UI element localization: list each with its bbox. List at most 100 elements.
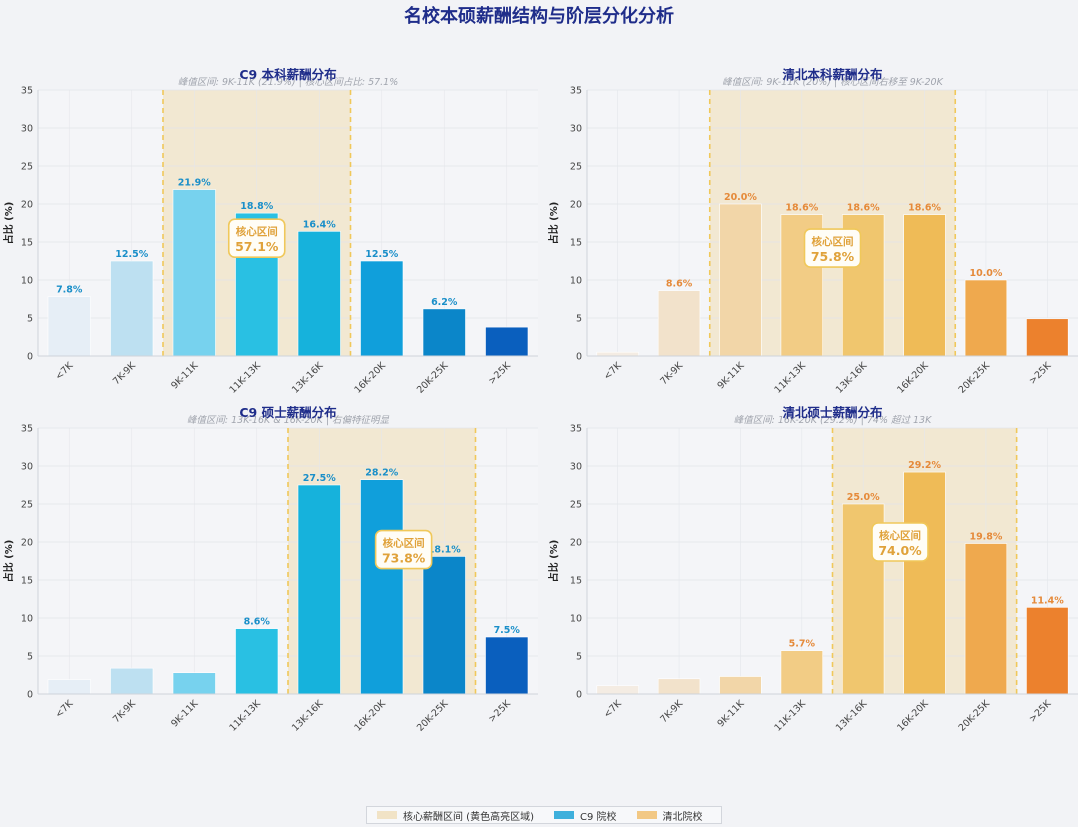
y-tick-label: 25: [21, 162, 33, 173]
bar-1: [110, 667, 154, 695]
bar-0: [47, 679, 91, 695]
bar-5: [903, 471, 946, 695]
x-tick-label: 7K-9K: [658, 360, 685, 387]
x-tick-label: 11K-13K: [227, 698, 263, 734]
chart-subtitle: 峰值区间: 9K-11K (21.9%) | 核心区间占比: 57.1%: [178, 76, 399, 88]
y-tick-label: 30: [21, 462, 33, 473]
y-tick-label: 5: [576, 314, 582, 325]
x-tick-label: >25K: [1027, 360, 1054, 387]
x-tick-label: 9K-11K: [169, 360, 201, 392]
data-label: 18.8%: [240, 201, 273, 212]
y-tick-label: 35: [570, 86, 582, 97]
bar-6: [422, 308, 466, 357]
bar-6: [422, 556, 466, 695]
x-tick-label: 16K-20K: [895, 698, 931, 734]
data-label: 29.2%: [908, 460, 941, 471]
bar-5: [360, 260, 404, 357]
y-axis-label: 占比 (%): [547, 202, 560, 245]
data-label: 19.8%: [969, 532, 1002, 543]
bar-1: [110, 260, 154, 357]
core-callout-value: 75.8%: [811, 249, 855, 264]
y-tick-label: 10: [570, 276, 582, 287]
core-callout-title: 核心区间: [879, 529, 921, 542]
y-tick-label: 20: [21, 200, 33, 211]
legend: 核心薪酬区间 (黄色高亮区域) C9 院校 清北院校: [366, 806, 722, 824]
data-label: 18.6%: [908, 203, 941, 214]
y-tick-label: 0: [576, 352, 582, 363]
x-tick-label: 16K-20K: [352, 360, 388, 396]
x-tick-label: 20K-25K: [957, 698, 993, 734]
x-tick-label: 16K-20K: [895, 360, 931, 396]
data-label: 28.2%: [365, 468, 398, 479]
y-tick-label: 0: [576, 690, 582, 701]
x-tick-label: 9K-11K: [715, 698, 747, 730]
x-tick-label: 11K-13K: [773, 698, 809, 734]
core-callout-box: [871, 522, 929, 562]
y-tick-label: 35: [21, 86, 33, 97]
x-tick-label: 11K-13K: [773, 360, 809, 396]
bar-7: [1026, 318, 1069, 357]
y-tick-label: 0: [27, 690, 33, 701]
x-tick-label: <7K: [53, 698, 76, 721]
data-label: 11.4%: [1031, 595, 1064, 606]
core-callout-value: 57.1%: [235, 239, 279, 254]
chart-title: C9 本科薪酬分布: [239, 67, 337, 82]
bar-1: [657, 290, 701, 357]
x-tick-label: >25K: [487, 698, 514, 725]
bar-2: [172, 672, 216, 695]
legend-swatch-core: [377, 811, 397, 819]
y-tick-label: 25: [570, 162, 582, 173]
y-tick-label: 5: [27, 652, 33, 663]
core-callout-title: 核心区间: [812, 235, 854, 248]
data-label: 18.6%: [847, 203, 880, 214]
y-tick-label: 10: [21, 276, 33, 287]
bar-5: [903, 214, 946, 357]
bar-3: [235, 628, 279, 695]
legend-label-core: 核心薪酬区间 (黄色高亮区域): [403, 811, 534, 823]
y-tick-label: 25: [21, 500, 33, 511]
bar-0: [596, 351, 639, 357]
y-tick-label: 20: [570, 538, 582, 549]
core-callout-value: 74.0%: [878, 543, 922, 558]
y-axis-label: 占比 (%): [2, 540, 15, 583]
data-label: 25.0%: [847, 492, 880, 503]
core-callout-box: [374, 529, 433, 570]
data-label: 5.7%: [789, 639, 816, 650]
bar-0: [596, 685, 639, 695]
bar-3: [780, 650, 823, 695]
x-tick-label: >25K: [487, 360, 514, 387]
chart-c9-master: 0 5 10 15 20 25 30 35 8.6% 27.5% 28.2% 18.1% 7.5% <7K…: [2, 405, 538, 734]
data-label: 12.5%: [365, 249, 398, 260]
y-tick-label: 0: [27, 352, 33, 363]
data-label: 12.5%: [115, 249, 148, 260]
data-label: 8.6%: [244, 617, 271, 628]
y-tick-label: 30: [570, 124, 582, 135]
data-label: 10.0%: [969, 268, 1002, 279]
y-tick-label: 10: [570, 614, 582, 625]
data-label: 7.8%: [56, 285, 83, 296]
x-tick-label: 13K-16K: [834, 698, 870, 734]
data-label: 7.5%: [494, 625, 521, 636]
chart-subtitle: 峰值区间: 9K-11K (20%) | 核心区间右移至 9K-20K: [722, 76, 943, 88]
y-tick-label: 20: [570, 200, 582, 211]
data-label: 18.1%: [428, 544, 461, 555]
y-tick-label: 35: [21, 424, 33, 435]
x-tick-label: 20K-25K: [957, 360, 993, 396]
chart-c9-bachelor: 0 5 10 15 20 25 30 35 7.8% 12.5% 21.9% 18.8% 16.4% 12…: [2, 67, 538, 396]
x-tick-label: >25K: [1027, 698, 1054, 725]
core-callout-title: 核心区间: [383, 537, 425, 550]
y-tick-label: 15: [570, 238, 582, 249]
x-tick-label: 13K-16K: [290, 698, 326, 734]
x-tick-label: <7K: [602, 360, 625, 383]
x-tick-label: 7K-9K: [111, 698, 138, 725]
chart-title: 清北本科薪酬分布: [782, 67, 883, 82]
data-label: 27.5%: [303, 473, 336, 484]
data-label: 20.0%: [724, 192, 757, 203]
legend-label-tsinghua: 清北院校: [662, 811, 703, 823]
y-tick-label: 25: [570, 500, 582, 511]
bar-2: [719, 203, 762, 357]
x-tick-label: 16K-20K: [352, 698, 388, 734]
chart-subtitle: 峰值区间: 16K-20K (29.2%) | 74% 超过 13K: [734, 415, 932, 426]
y-tick-label: 30: [570, 462, 582, 473]
x-tick-label: <7K: [602, 698, 625, 721]
